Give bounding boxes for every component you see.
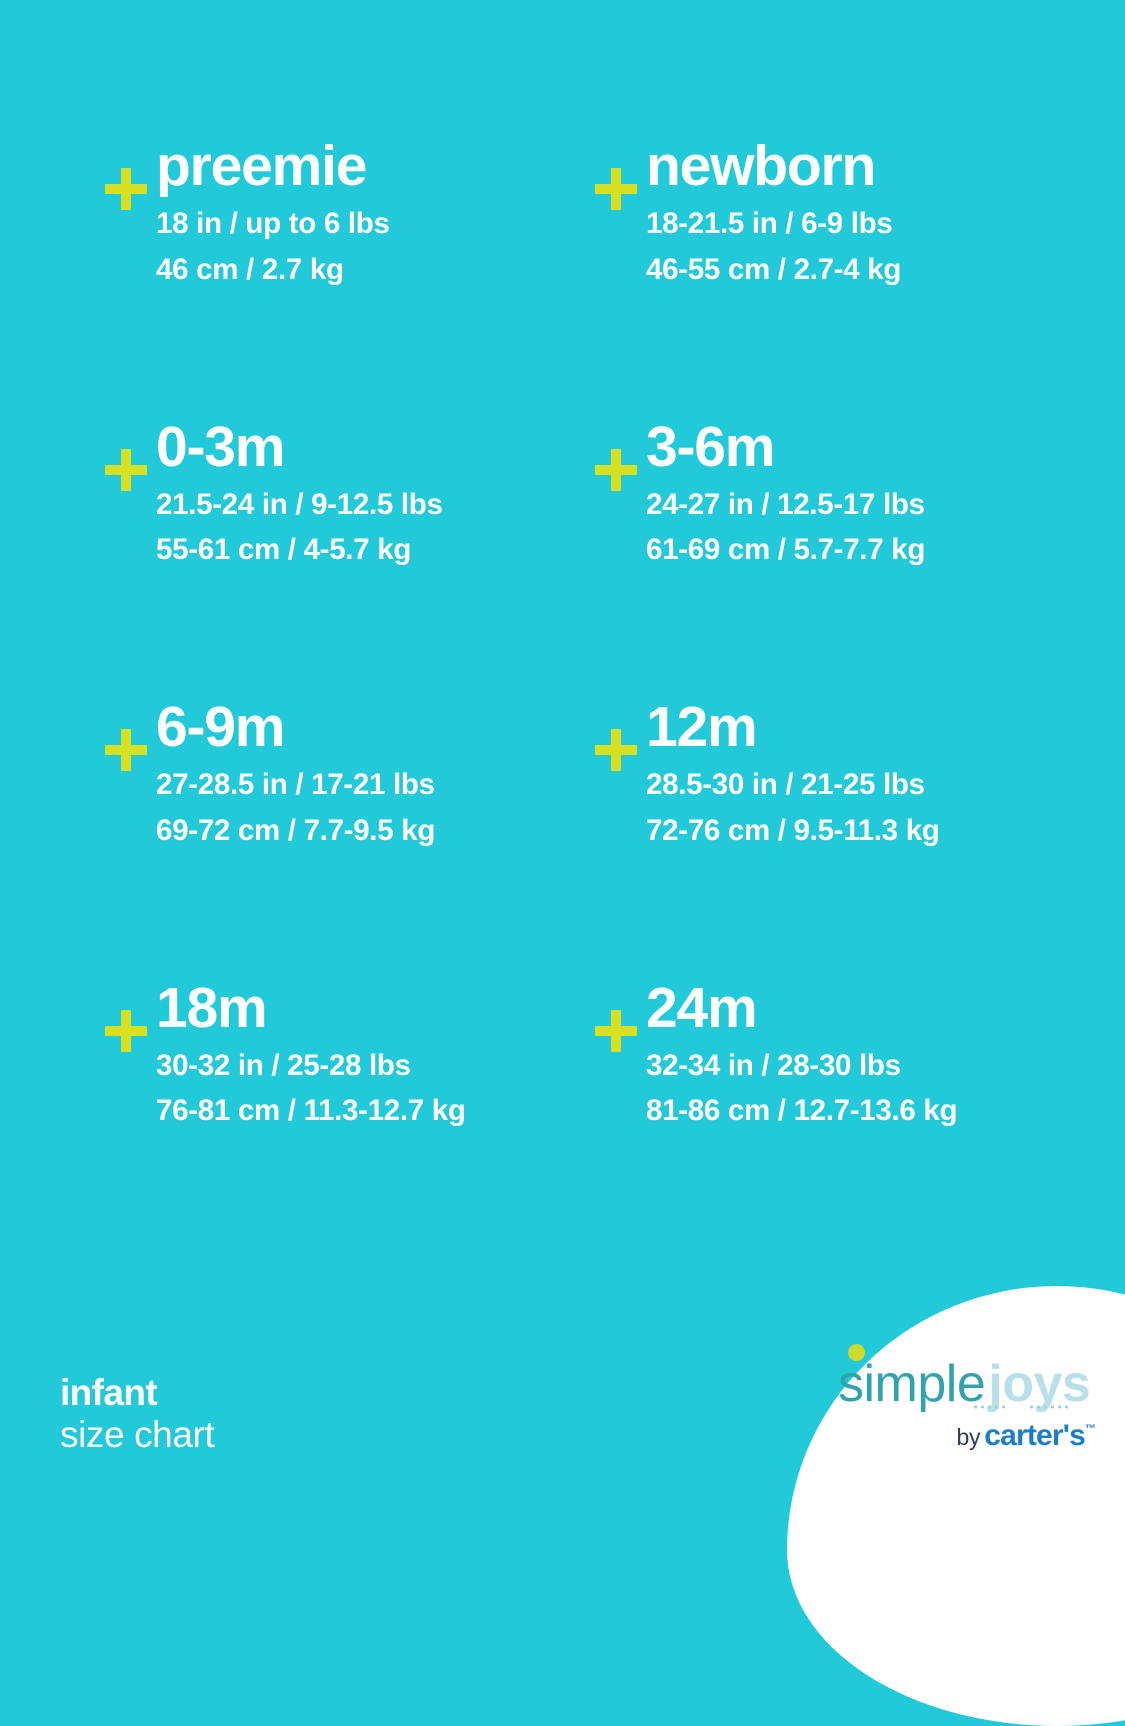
chart-title-subtitle: size chart	[60, 1413, 215, 1455]
size-imperial: 21.5-24 in / 9-12.5 lbs	[156, 487, 443, 521]
dotted-underline-left-icon	[972, 1405, 1006, 1409]
size-entry-3-6m: 3-6m 24-27 in / 12.5-17 lbs 61-69 cm / 5…	[590, 414, 1080, 700]
size-metric: 46 cm / 2.7 kg	[156, 252, 344, 286]
plus-icon	[595, 168, 637, 210]
size-imperial: 27-28.5 in / 17-21 lbs	[156, 768, 435, 801]
brand-logo: simplejoys by carter's™	[838, 1344, 1108, 1453]
size-entry-preemie: preemie 18 in / up to 6 lbs 46 cm / 2.7 …	[100, 138, 590, 419]
brand-logo-byline: by carter's™	[838, 1419, 1108, 1453]
chart-title: infant size chart	[60, 1372, 215, 1455]
size-entry-newborn: newborn 18-21.5 in / 6-9 lbs 46-55 cm / …	[590, 138, 1080, 419]
size-name: 18m	[156, 975, 268, 1040]
size-imperial: 24-27 in / 12.5-17 lbs	[646, 487, 925, 521]
size-imperial: 32-34 in / 28-30 lbs	[646, 1048, 901, 1082]
size-entry-18m: 18m 30-32 in / 25-28 lbs 76-81 cm / 11.3…	[100, 975, 590, 1261]
size-imperial: 18-21.5 in / 6-9 lbs	[646, 207, 893, 240]
plus-icon	[595, 729, 637, 771]
size-imperial: 18 in / up to 6 lbs	[156, 207, 390, 240]
trademark-icon: ™	[1085, 1423, 1096, 1435]
size-chart-grid: preemie 18 in / up to 6 lbs 46 cm / 2.7 …	[100, 138, 1080, 1261]
size-name: 12m	[646, 695, 758, 759]
brand-word-simple: simple	[838, 1355, 986, 1413]
logo-circle-backdrop	[787, 1286, 1125, 1726]
size-imperial: 30-32 in / 25-28 lbs	[156, 1048, 411, 1082]
size-name: 0-3m	[156, 414, 285, 479]
brand-logo-wordmark: simplejoys	[838, 1344, 1108, 1413]
plus-icon	[105, 1009, 147, 1052]
plus-icon	[595, 448, 637, 491]
size-metric: 72-76 cm / 9.5-11.3 kg	[646, 813, 940, 847]
size-metric: 69-72 cm / 7.7-9.5 kg	[156, 813, 436, 847]
brand-carters-word: carter's	[984, 1419, 1086, 1452]
size-metric: 46-55 cm / 2.7-4 kg	[646, 252, 902, 286]
plus-icon	[105, 168, 147, 210]
size-imperial: 28.5-30 in / 21-25 lbs	[646, 768, 925, 801]
plus-icon	[105, 448, 147, 491]
size-name: 6-9m	[156, 695, 285, 759]
size-name: 3-6m	[646, 414, 775, 479]
size-metric: 76-81 cm / 11.3-12.7 kg	[156, 1094, 466, 1128]
brand-by-word: by	[956, 1424, 981, 1450]
size-metric: 55-61 cm / 4-5.7 kg	[156, 533, 412, 567]
size-metric: 81-86 cm / 12.7-13.6 kg	[646, 1094, 958, 1128]
size-name: newborn	[646, 134, 876, 198]
joys-dot-icon	[848, 1344, 865, 1361]
dotted-underline-right-icon	[1028, 1405, 1069, 1409]
size-name: preemie	[156, 134, 367, 198]
size-entry-24m: 24m 32-34 in / 28-30 lbs 81-86 cm / 12.7…	[590, 975, 1080, 1261]
plus-icon	[105, 729, 147, 771]
size-entry-0-3m: 0-3m 21.5-24 in / 9-12.5 lbs 55-61 cm / …	[100, 414, 590, 700]
size-metric: 61-69 cm / 5.7-7.7 kg	[646, 533, 926, 567]
plus-icon	[595, 1009, 637, 1052]
size-entry-6-9m: 6-9m 27-28.5 in / 17-21 lbs 69-72 cm / 7…	[100, 699, 590, 980]
brand-word-joys: joys	[988, 1355, 1091, 1413]
chart-title-category: infant	[60, 1372, 158, 1414]
size-entry-12m: 12m 28.5-30 in / 21-25 lbs 72-76 cm / 9.…	[590, 699, 1080, 980]
size-name: 24m	[646, 975, 758, 1040]
